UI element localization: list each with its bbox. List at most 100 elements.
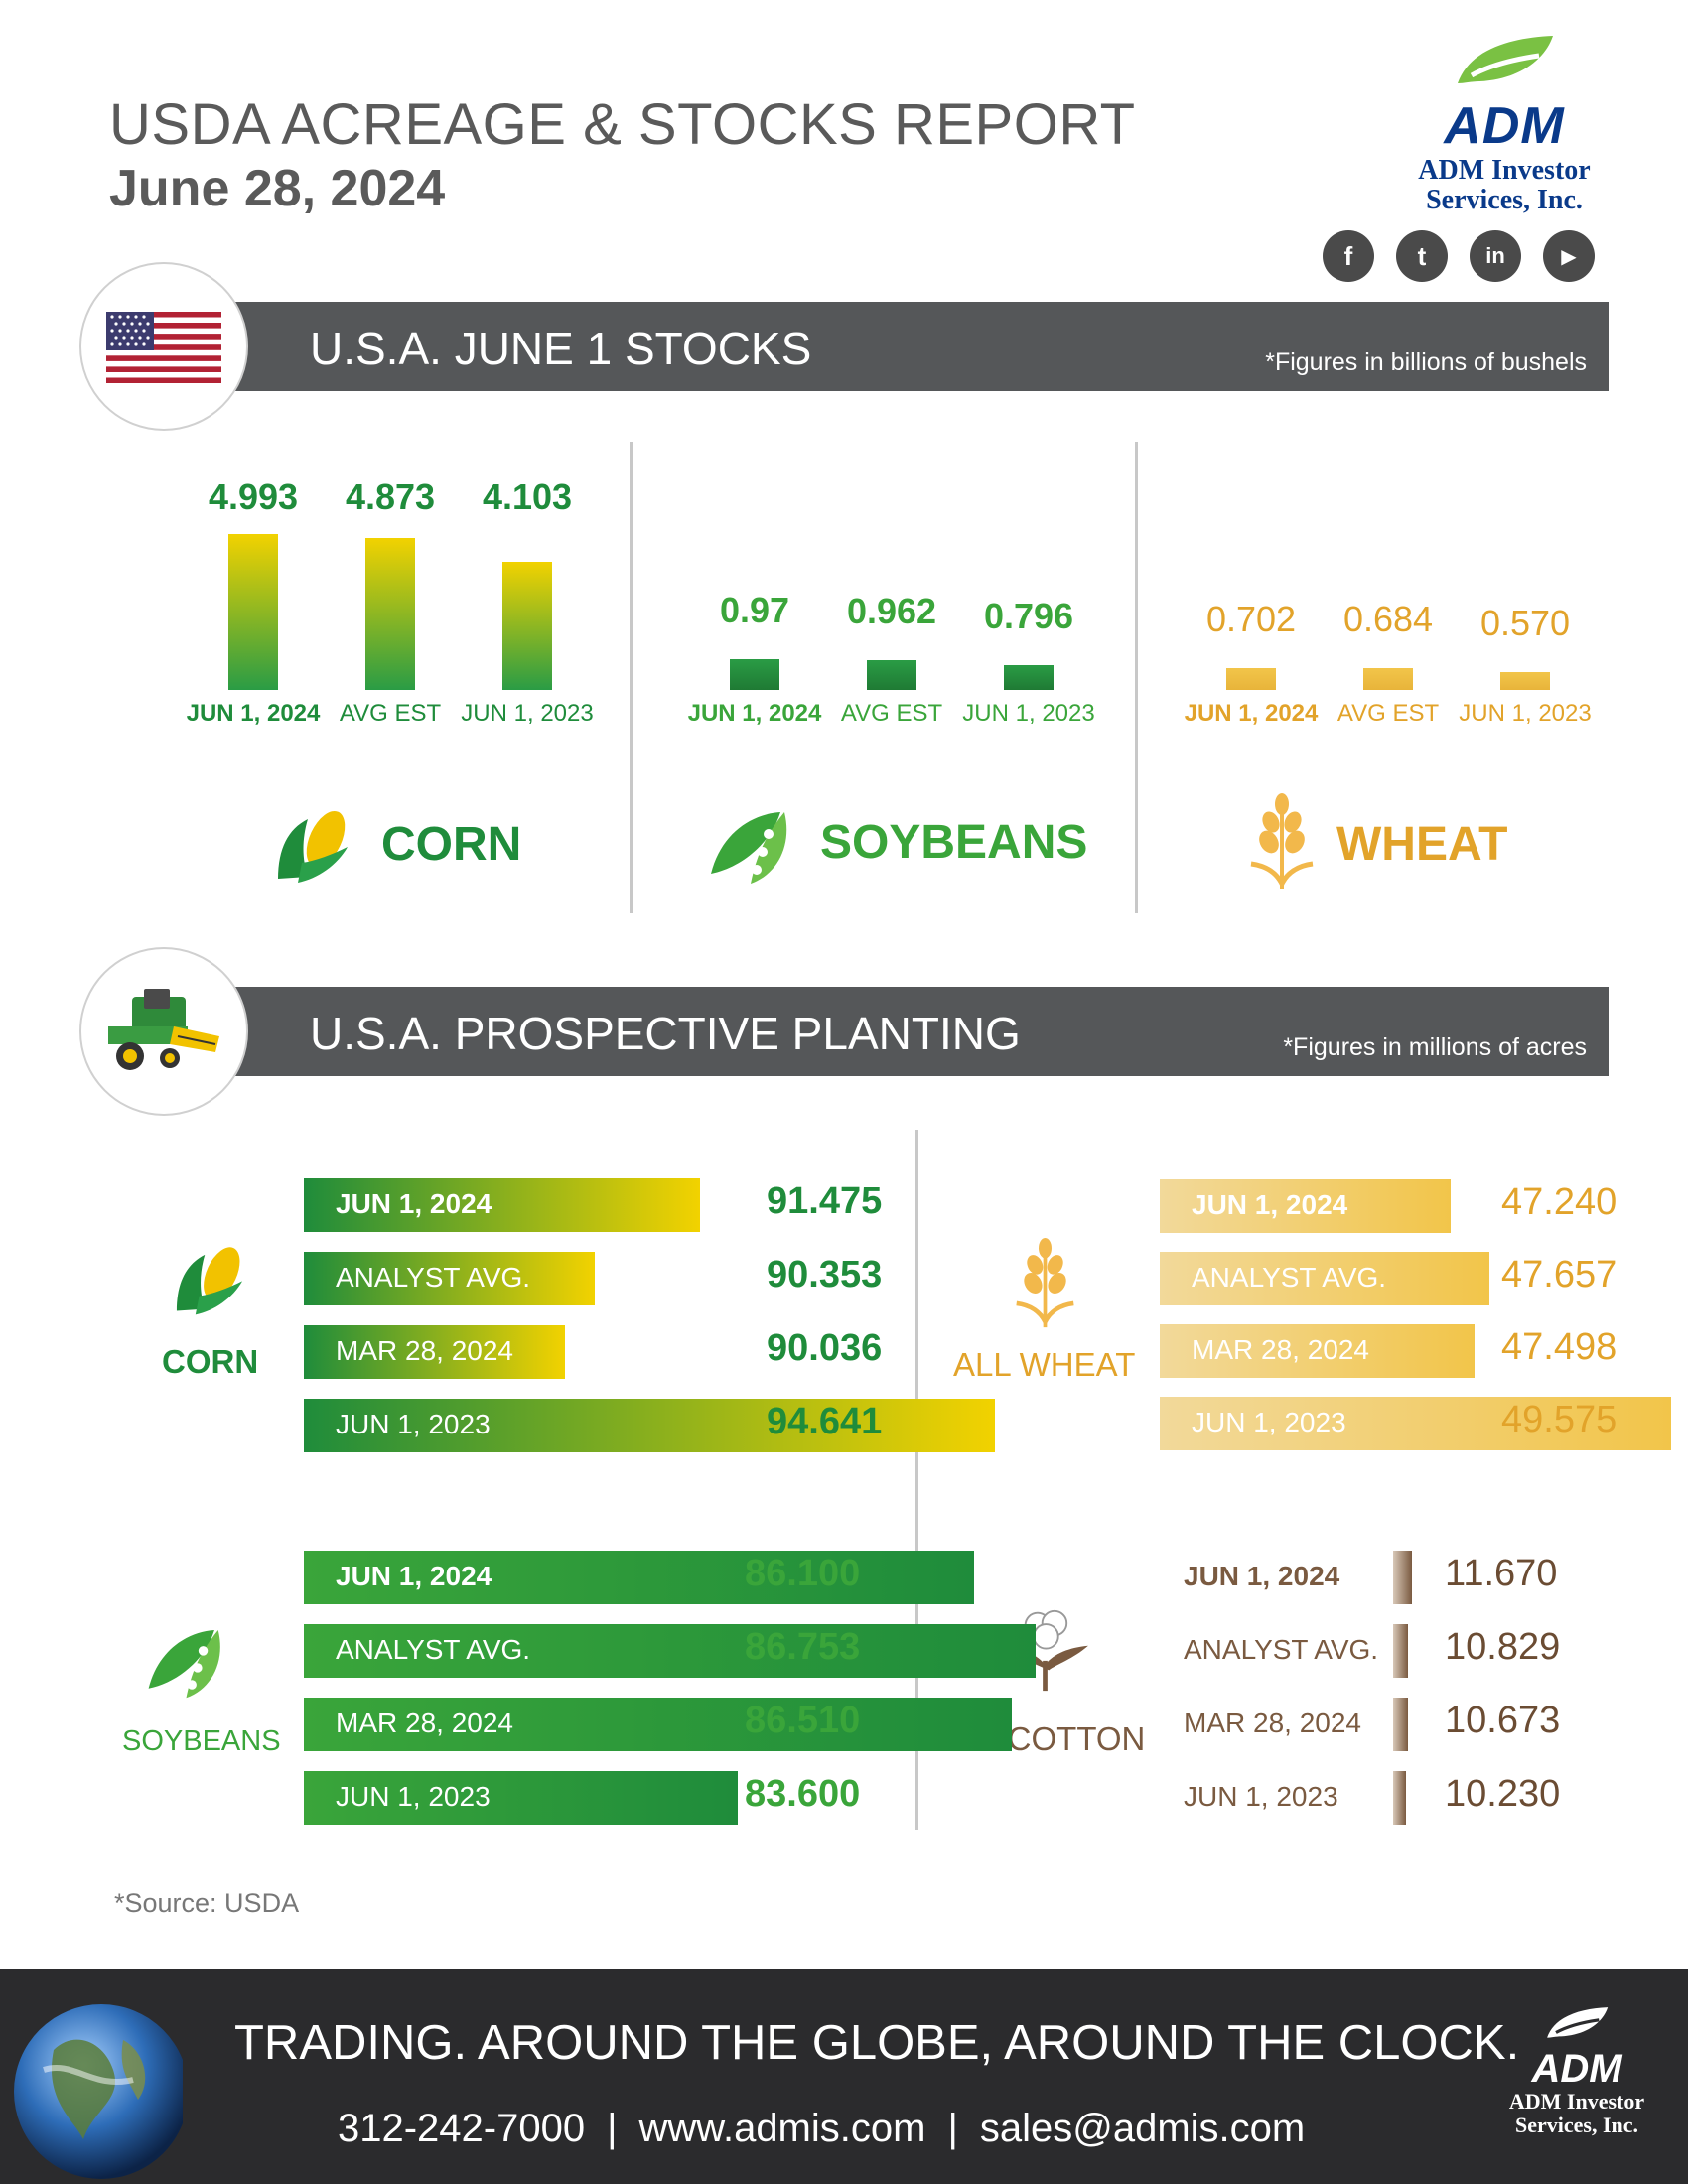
- stock-bar-value: 0.97: [719, 590, 790, 631]
- website-link[interactable]: www.admis.com: [638, 2107, 926, 2150]
- planting-wheat-label: ALL WHEAT: [953, 1346, 1136, 1383]
- planting-bar-label: JUN 1, 2023: [1192, 1407, 1346, 1437]
- footer-logo-word: ADM: [1531, 2047, 1622, 2091]
- phone-link[interactable]: 312-242-7000: [338, 2107, 586, 2150]
- planting-soybean-icon: [148, 1630, 220, 1699]
- corn-icon: [278, 810, 348, 883]
- planting-bar-label: MAR 28, 2024: [1192, 1334, 1369, 1365]
- planting-bar-label: JUN 1, 2024: [336, 1561, 492, 1591]
- stock-bar-label: JUN 1, 2024: [1184, 700, 1319, 727]
- planting-bar: MAR 28, 2024: [304, 1325, 566, 1379]
- flag-badge: [79, 262, 248, 431]
- planting-bar-label: ANALYST AVG.: [336, 1634, 531, 1665]
- source-note: *Source: USDA: [114, 1888, 300, 1918]
- planting-banner-title: U.S.A. PROSPECTIVE PLANTING: [310, 1008, 1021, 1059]
- wheat-stocks-chart: 0.702 JUN 1, 2024 0.684 AVG EST 0.570 JUN 1, …: [1157, 467, 1594, 745]
- cotton-planting-chart: JUN 1, 2024 11.670 ANALYST AVG. 10.829 MAR 2…: [0, 0, 1688, 1825]
- linkedin-icon[interactable]: in: [1470, 230, 1521, 282]
- planting-bar-value: 94.641: [767, 1401, 883, 1442]
- planting-bar-value: 10.673: [1445, 1700, 1561, 1741]
- planting-corn-icon: [176, 1247, 243, 1315]
- stock-bar: [365, 537, 415, 690]
- youtube-icon[interactable]: ▶: [1543, 230, 1595, 282]
- planting-bar-value: 47.240: [1501, 1181, 1618, 1223]
- planting-bar: ANALYST AVG.: [304, 1252, 596, 1305]
- stock-bar-label: JUN 1, 2024: [687, 700, 822, 727]
- email-link[interactable]: sales@admis.com: [979, 2107, 1306, 2150]
- stock-bar: [1500, 672, 1550, 690]
- planting-corn-label: CORN: [162, 1343, 259, 1380]
- footer-logo-sub1: ADM Investor: [1508, 2089, 1645, 2114]
- combine-harvester-icon: [108, 989, 219, 1070]
- stock-bar-label: AVG EST: [339, 700, 442, 727]
- planting-bar-label: JUN 1, 2024: [1192, 1189, 1348, 1220]
- planting-bar-value: 47.498: [1501, 1326, 1618, 1368]
- soybean-pod-icon: [711, 812, 787, 884]
- stocks-banner: U.S.A. JUNE 1 STOCKS *Figures in billion…: [199, 302, 1609, 391]
- planting-bar: [1393, 1624, 1409, 1678]
- planting-bar-label: JUN 1, 2023: [336, 1781, 491, 1812]
- stock-bar: [867, 659, 916, 690]
- planting-bar-value: 11.670: [1445, 1553, 1558, 1594]
- report-title: USDA ACREAGE & STOCKS REPORT: [109, 92, 1136, 157]
- stock-bar-value: 0.962: [846, 590, 937, 631]
- adm-logo[interactable]: ADM ADM Investor Services, Inc.: [1390, 30, 1618, 215]
- stock-bar: [1226, 667, 1276, 690]
- stock-bar-label: JUN 1, 2023: [461, 700, 594, 727]
- planting-bar: JUN 1, 2024: [304, 1178, 700, 1232]
- planting-bar-value: 91.475: [767, 1180, 883, 1222]
- logo-subtitle-2: Services, Inc.: [1426, 185, 1583, 215]
- separator: |: [947, 2107, 958, 2150]
- footer-adm-logo[interactable]: ADM ADM Investor Services, Inc.: [1487, 2003, 1666, 2137]
- planting-bar: [1393, 1698, 1408, 1751]
- planting-bar: MAR 28, 2024: [304, 1698, 1013, 1751]
- globe-icon: [14, 2004, 183, 2179]
- logo-subtitle-1: ADM Investor: [1418, 155, 1591, 186]
- wheat-icon: [1250, 793, 1314, 889]
- stocks-banner-note: *Figures in billions of bushels: [1265, 348, 1587, 376]
- stocks-divider-2: [1135, 442, 1138, 913]
- corn-stocks-chart: 4.993 JUN 1, 2024 4.873 AVG EST 4.103 JUN 1, …: [159, 467, 596, 745]
- planting-soybeans-label: SOYBEANS: [122, 1725, 281, 1757]
- planting-bar-value: 10.829: [1445, 1626, 1561, 1668]
- planting-banner: U.S.A. PROSPECTIVE PLANTING *Figures in …: [199, 987, 1609, 1076]
- stock-bar: [1363, 668, 1413, 690]
- wheat-planting-chart: JUN 1, 2024 47.240 ANALYST AVG. 47.657 MAR 2…: [0, 0, 1688, 1450]
- planting-bar-label: JUN 1, 2023: [336, 1409, 491, 1439]
- separator: |: [607, 2107, 618, 2150]
- planting-bar-label: ANALYST AVG.: [336, 1262, 531, 1293]
- planting-bar: JUN 1, 2023: [304, 1771, 738, 1825]
- planting-bar-label: MAR 28, 2024: [1184, 1707, 1361, 1738]
- footer-tagline: TRADING. AROUND THE GLOBE, AROUND THE CL…: [234, 2016, 1520, 2070]
- stock-bar-value: 4.873: [345, 477, 436, 517]
- twitter-icon[interactable]: t: [1396, 230, 1448, 282]
- stock-bar-label: AVG EST: [1336, 700, 1440, 727]
- leaf-logo-icon: [1458, 36, 1553, 83]
- planting-bar-value: 90.353: [767, 1254, 883, 1296]
- planting-bar-label: JUN 1, 2024: [336, 1188, 492, 1219]
- stocks-divider-1: [630, 442, 633, 913]
- planting-bar: JUN 1, 2024: [304, 1551, 974, 1604]
- planting-bar-label: JUN 1, 2023: [1184, 1781, 1338, 1812]
- stock-bar: [730, 659, 779, 690]
- facebook-icon[interactable]: f: [1323, 230, 1374, 282]
- stock-bar: [502, 561, 552, 690]
- planting-bar-value: 10.230: [1445, 1773, 1561, 1815]
- report-date: June 28, 2024: [109, 160, 446, 217]
- planting-bar-label: ANALYST AVG.: [1184, 1634, 1379, 1665]
- harvester-badge: [79, 947, 248, 1116]
- planting-bar-value: 86.100: [745, 1553, 861, 1594]
- stock-bar-value: 0.570: [1479, 603, 1571, 644]
- footer-logo-sub2: Services, Inc.: [1514, 2113, 1639, 2137]
- stock-bar-value: 0.702: [1205, 598, 1297, 639]
- footer-leaf-logo-icon: [1547, 2007, 1609, 2038]
- planting-bar-value: 49.575: [1501, 1399, 1618, 1440]
- stock-bar-value: 4.103: [482, 477, 573, 517]
- us-flag-icon: [106, 312, 221, 383]
- planting-bar: [1393, 1771, 1406, 1825]
- planting-bar: [1393, 1551, 1412, 1604]
- planting-bar-label: MAR 28, 2024: [336, 1707, 513, 1738]
- stocks-wheat-label: WHEAT: [1336, 818, 1508, 871]
- stock-bar-label: JUN 1, 2024: [186, 700, 321, 727]
- soybeans-stocks-chart: 0.97 JUN 1, 2024 0.962 AVG EST 0.796 JUN 1, 2…: [660, 467, 1097, 745]
